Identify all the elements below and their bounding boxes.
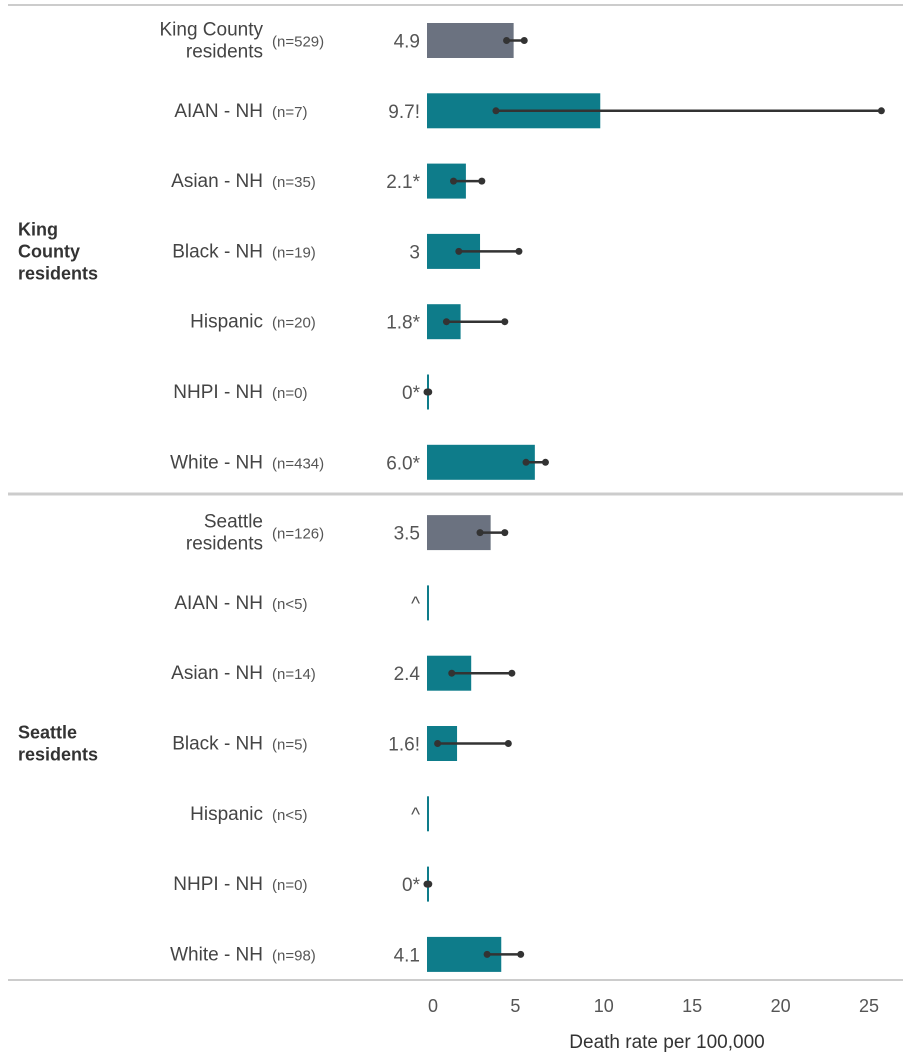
ci-lower-point xyxy=(448,669,456,677)
category-label: Hispanic xyxy=(190,312,263,333)
n-label: (n<5) xyxy=(272,596,307,613)
ci-lower-point xyxy=(492,107,500,115)
n-label: (n=7) xyxy=(272,104,307,121)
ci-upper-point xyxy=(425,388,433,396)
n-label: (n=5) xyxy=(272,737,307,754)
ci-upper-point xyxy=(504,740,512,747)
ci-upper-point xyxy=(508,669,516,677)
ci-lower-point xyxy=(476,529,484,537)
group-label: King County residents xyxy=(18,219,98,283)
value-label: 3.5 xyxy=(394,524,420,545)
subgroup-bar xyxy=(427,444,535,480)
n-label: (n<5) xyxy=(272,807,307,824)
value-label: 4.9 xyxy=(394,32,420,53)
n-label: (n=98) xyxy=(272,947,316,964)
ci-upper-point xyxy=(501,318,509,326)
ci-upper-point xyxy=(877,107,885,115)
ci-upper-point xyxy=(501,529,509,537)
n-label: (n=19) xyxy=(272,244,316,261)
subgroup-bar xyxy=(427,796,429,832)
x-tick-label: 15 xyxy=(682,996,702,1016)
n-label: (n=14) xyxy=(272,666,316,683)
ci-lower-point xyxy=(503,37,511,44)
category-label: Black - NH xyxy=(172,241,263,262)
n-label: (n=529) xyxy=(272,34,324,51)
category-label: Asian - NH xyxy=(171,171,263,192)
category-label: White - NH xyxy=(170,944,263,965)
ci-lower-point xyxy=(522,458,530,466)
x-tick-label: 0 xyxy=(428,996,438,1016)
value-label: ^ xyxy=(411,594,420,615)
value-label: 3 xyxy=(409,242,420,263)
ci-upper-point xyxy=(515,247,523,255)
n-label: (n=0) xyxy=(272,877,307,894)
x-tick-label: 10 xyxy=(594,996,614,1016)
x-tick-label: 5 xyxy=(510,996,520,1016)
value-label: ^ xyxy=(411,805,420,826)
category-label: NHPI - NH xyxy=(173,874,263,895)
ci-lower-point xyxy=(434,740,442,747)
subgroup-bar xyxy=(427,585,429,621)
ci-upper-point xyxy=(478,177,486,185)
ci-lower-point xyxy=(442,318,450,326)
n-label: (n=20) xyxy=(272,315,316,332)
group-label: Seattle residents xyxy=(18,723,98,765)
value-label: 2.1* xyxy=(386,172,420,193)
category-label: White - NH xyxy=(170,452,263,473)
n-label: (n=126) xyxy=(272,526,324,543)
ci-lower-point xyxy=(483,950,491,958)
ci-lower-point xyxy=(455,247,463,255)
category-label: NHPI - NH xyxy=(173,382,263,403)
value-label: 1.6! xyxy=(388,735,420,756)
category-label: Seattle residents xyxy=(186,512,263,555)
ci-upper-point xyxy=(425,880,433,888)
n-label: (n=0) xyxy=(272,385,307,402)
ci-upper-point xyxy=(520,37,528,44)
value-label: 4.1 xyxy=(394,945,420,966)
category-label: Hispanic xyxy=(190,804,263,825)
x-axis-title: Death rate per 100,000 xyxy=(569,1032,764,1053)
category-label: Asian - NH xyxy=(171,663,263,684)
category-label: AIAN - NH xyxy=(174,101,263,122)
total-bar xyxy=(427,23,514,58)
value-label: 6.0* xyxy=(386,453,420,474)
value-label: 1.8* xyxy=(386,313,420,334)
n-label: (n=35) xyxy=(272,174,316,191)
value-label: 2.4 xyxy=(394,664,421,685)
category-label: Black - NH xyxy=(172,734,263,755)
x-tick-label: 20 xyxy=(771,996,791,1016)
ci-lower-point xyxy=(450,177,458,185)
category-label: AIAN - NH xyxy=(174,593,263,614)
ci-upper-point xyxy=(541,458,549,466)
value-label: 0* xyxy=(402,875,421,896)
n-label: (n=434) xyxy=(272,455,324,472)
category-label: King County residents xyxy=(159,20,263,63)
value-label: 0* xyxy=(402,383,421,404)
value-label: 9.7! xyxy=(388,102,420,123)
x-tick-label: 25 xyxy=(859,996,879,1016)
ci-upper-point xyxy=(517,950,525,958)
